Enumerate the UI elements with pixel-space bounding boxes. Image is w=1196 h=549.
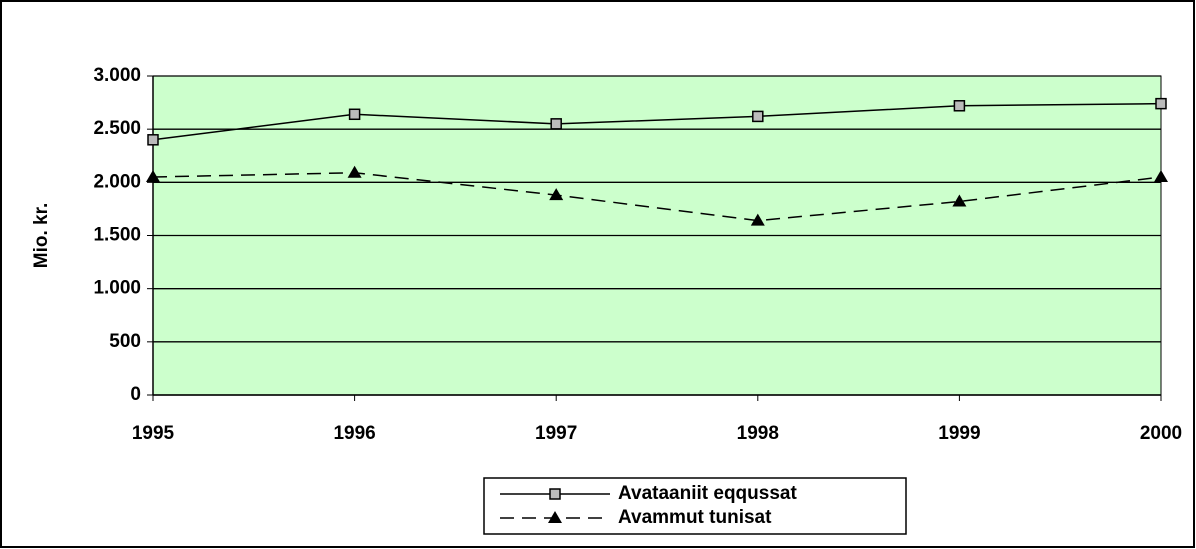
legend-label: Avammut tunisat (618, 507, 772, 528)
x-tick-label: 1997 (535, 423, 577, 444)
series-line (152, 172, 1162, 222)
y-tick-label: 1.000 (93, 278, 141, 299)
data-point (750, 213, 765, 226)
y-axis-label: Mio. kr. (31, 203, 52, 268)
data-point (550, 118, 562, 130)
data-point (348, 108, 361, 121)
x-tick-label: 2000 (1140, 423, 1182, 444)
data-point (752, 110, 764, 123)
series-line (152, 102, 1162, 141)
x-tick-label: 1995 (132, 423, 175, 444)
x-tick-label: 1996 (333, 423, 375, 444)
legend-marker (548, 511, 562, 523)
data-point (1155, 97, 1167, 110)
legend (483, 477, 907, 535)
y-tick-label: 2.500 (93, 118, 141, 139)
y-tick-label: 1.500 (93, 225, 141, 246)
data-point (952, 194, 967, 207)
y-tick-label: 0 (130, 384, 141, 405)
data-point (146, 170, 160, 183)
data-point (347, 165, 362, 178)
x-tick-label: 1998 (737, 423, 779, 444)
data-point (549, 188, 564, 201)
legend-marker (549, 488, 561, 500)
legend-label: Avataaniit eqqussat (618, 483, 797, 504)
y-tick-label: 500 (109, 331, 141, 352)
data-point (1154, 170, 1168, 183)
data-point (147, 134, 159, 146)
x-tick-label: 1999 (938, 423, 980, 444)
y-tick-label: 2.000 (93, 171, 141, 192)
data-point (953, 100, 966, 112)
y-tick-label: 3.000 (93, 65, 141, 86)
